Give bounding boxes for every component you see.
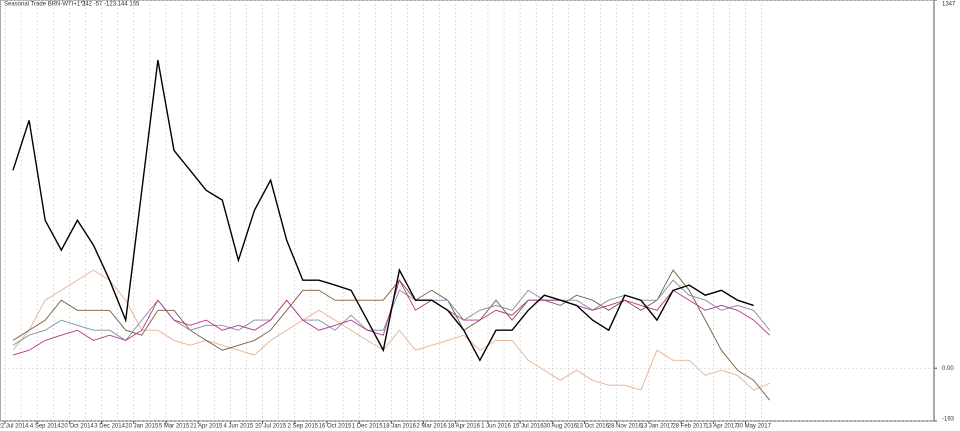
x-tick-label: 22 Jul 2014: [0, 424, 29, 430]
x-tick-label: 1 Jun 2016: [481, 424, 511, 430]
chart-subtitle: 242 -57 -123 144 155: [82, 2, 140, 8]
x-tick-label: 4 Sep 2014: [30, 424, 61, 430]
x-tick-label: 20 Jan 2015: [125, 424, 159, 430]
x-tick-label: 28 Feb 2017: [672, 424, 706, 430]
x-tick-label: 13 Apr 2017: [705, 424, 738, 430]
x-tick-label: 5 Mar 2015: [159, 424, 190, 430]
y-tick-label: 1347: [942, 2, 956, 8]
chart-title: Seasonal Trade BRN-WTI+1*1: [4, 2, 87, 8]
x-tick-label: 3 Dec 2014: [94, 424, 125, 430]
x-tick-label: 30 May 2017: [736, 424, 771, 430]
x-tick-label: 2 Sep 2015: [287, 424, 318, 430]
x-tick-label: 20 Oct 2014: [61, 424, 94, 430]
y-tick-label: -193: [942, 417, 955, 423]
x-tick-label: 18 Jan 2016: [383, 424, 417, 430]
x-tick-label: 15 Jul 2016: [513, 424, 545, 430]
x-tick-label: 20 Jul 2015: [255, 424, 287, 430]
series-line: [12, 269, 771, 401]
x-tick-label: 1 Dec 2015: [352, 424, 383, 430]
x-tick-label: 4 Jun 2015: [224, 424, 254, 430]
series-line: [12, 269, 770, 391]
x-tick-label: 21 Apr 2015: [190, 424, 223, 430]
x-tick-label: 28 Nov 2016: [608, 424, 643, 430]
plot-frame: [0, 0, 935, 422]
series-line: [12, 59, 754, 362]
x-tick-label: 18 Apr 2016: [448, 424, 481, 430]
x-tick-label: 30 Aug 2016: [544, 424, 578, 430]
x-tick-label: 16 Oct 2015: [319, 424, 352, 430]
x-tick-label: 2 Mar 2016: [416, 424, 447, 430]
x-tick-label: 13 Oct 2016: [576, 424, 609, 430]
y-tick-label: 0.00: [942, 366, 954, 372]
x-tick-label: 13 Jan 2017: [640, 424, 674, 430]
